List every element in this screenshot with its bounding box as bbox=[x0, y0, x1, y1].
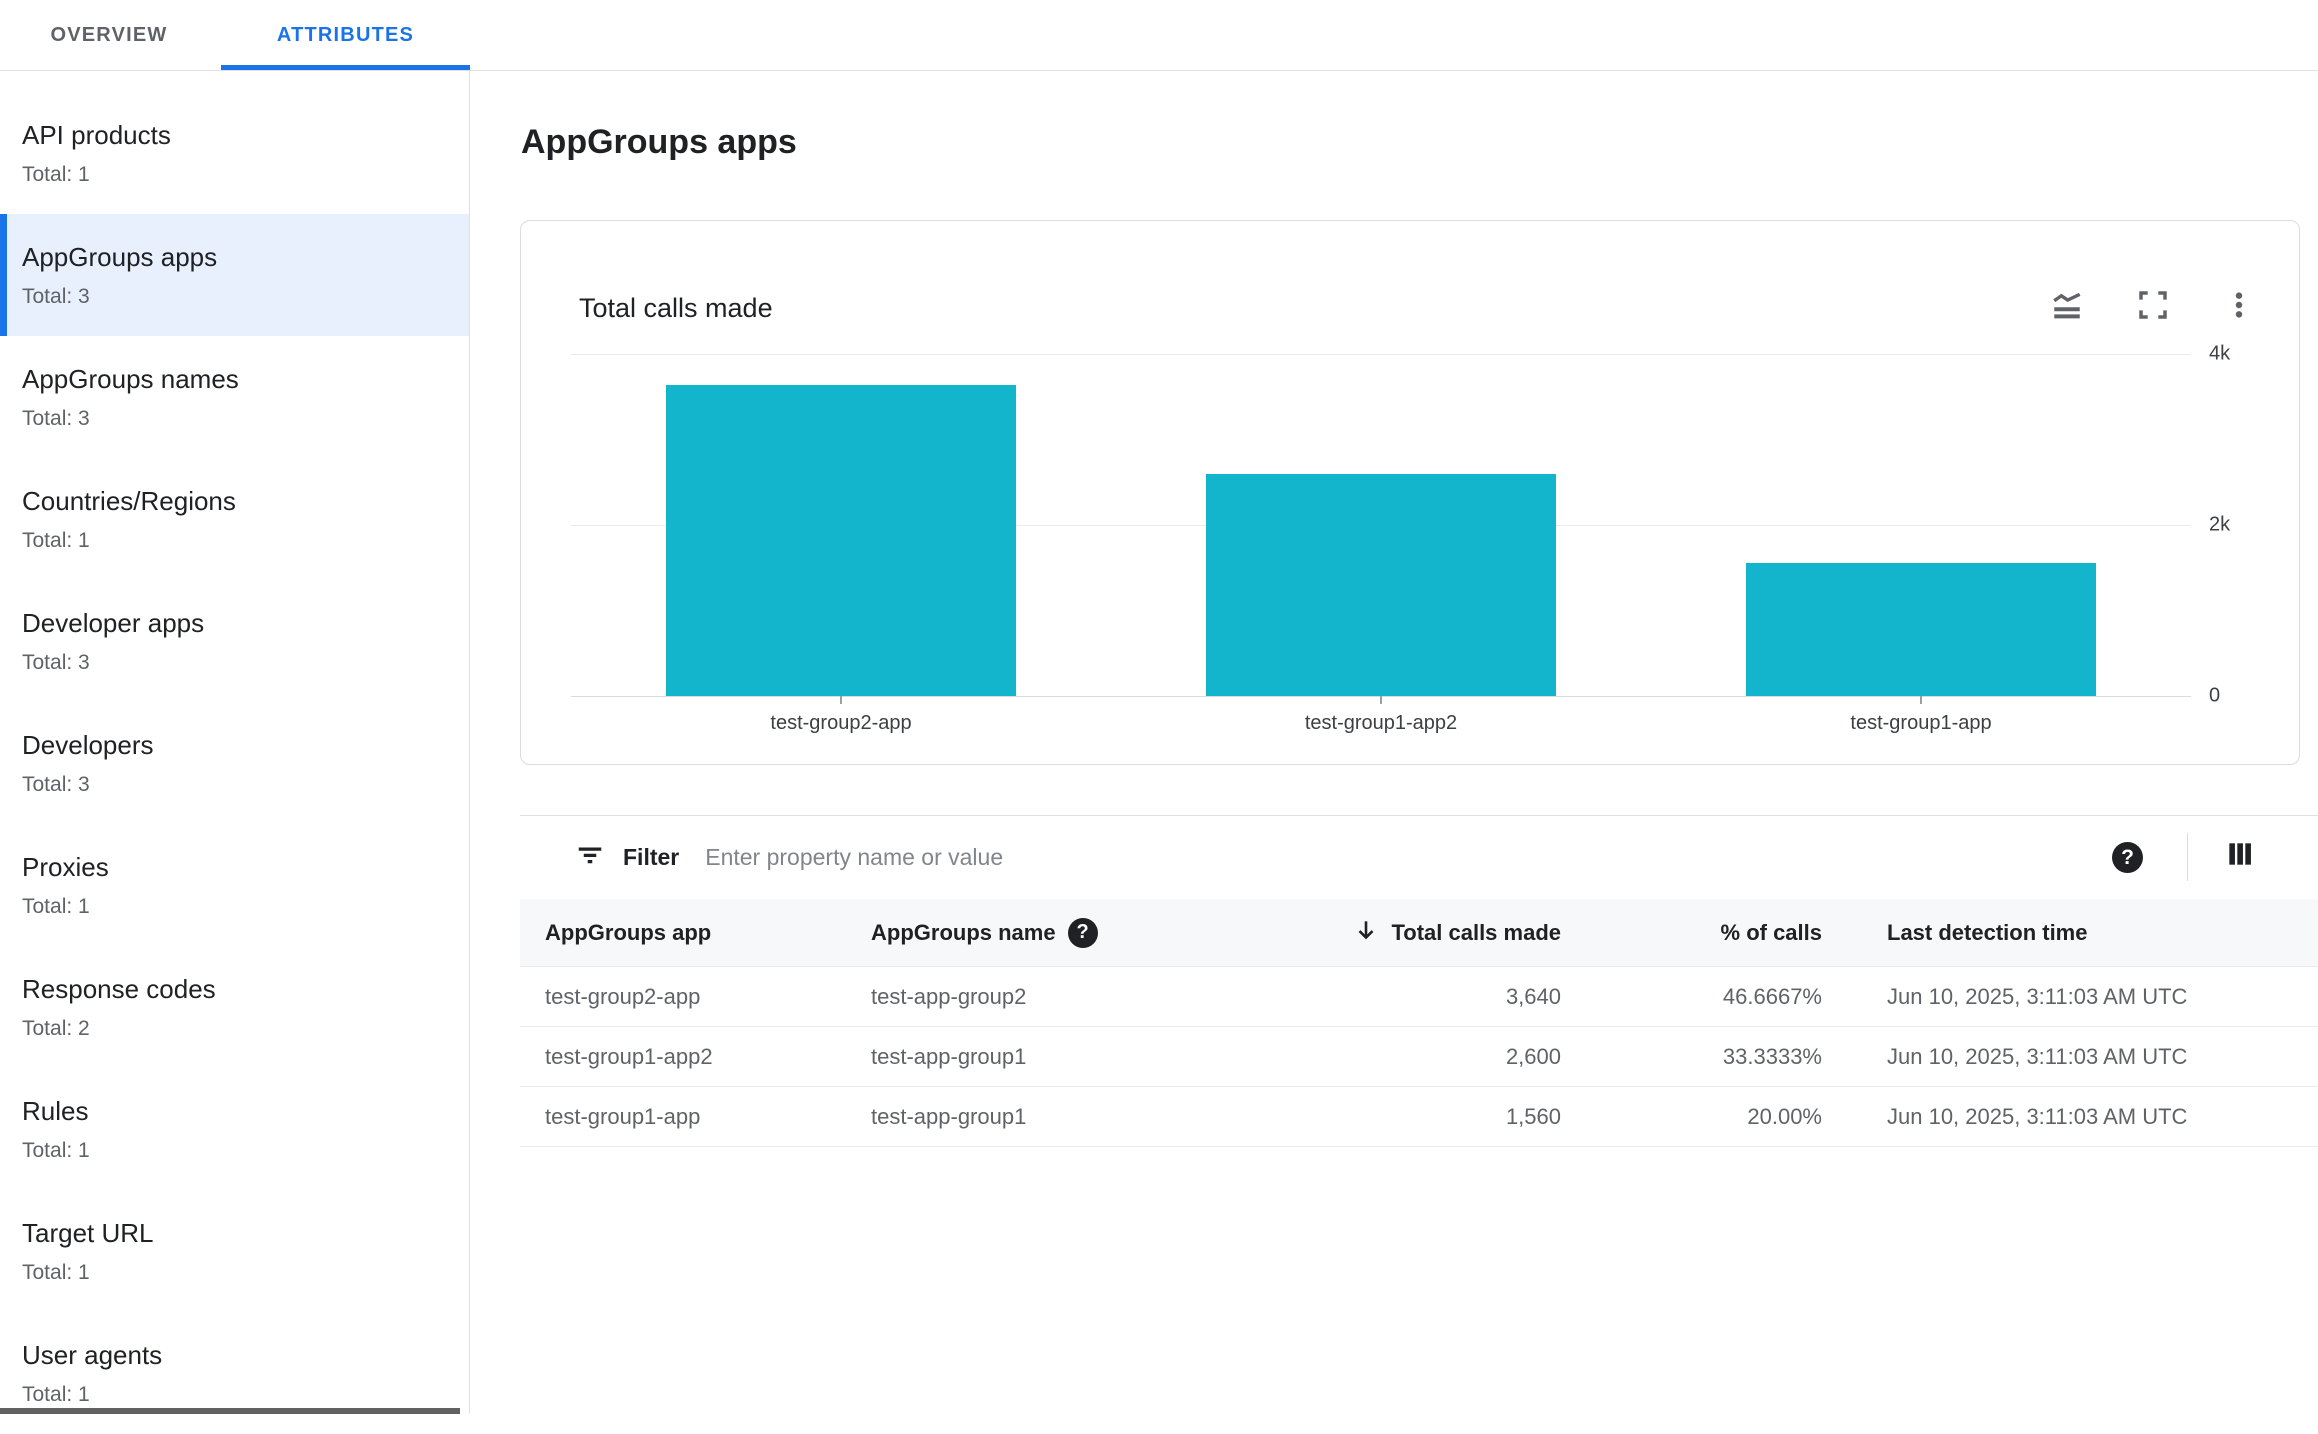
cell-last-detection: Jun 10, 2025, 3:11:03 AM UTC bbox=[1887, 1103, 2188, 1129]
divider bbox=[2187, 833, 2188, 881]
sidebar-item-total: Total: 1 bbox=[22, 1139, 90, 1162]
sidebar-item-label: AppGroups apps bbox=[22, 242, 218, 272]
cell-total-calls: 3,640 bbox=[1505, 983, 1561, 1009]
sidebar-item-developers[interactable]: Developers Total: 3 bbox=[0, 702, 469, 824]
more-vert-icon[interactable] bbox=[2221, 287, 2257, 323]
sidebar-list: API products Total: 1 AppGroups apps Tot… bbox=[0, 92, 469, 1434]
sidebar: API products Total: 1 AppGroups apps Tot… bbox=[0, 71, 470, 1414]
sidebar-item-countries-regions[interactable]: Countries/Regions Total: 1 bbox=[0, 458, 469, 580]
sidebar-item-proxies[interactable]: Proxies Total: 1 bbox=[0, 824, 469, 946]
filter-icon bbox=[575, 840, 605, 875]
sidebar-item-total: Total: 1 bbox=[22, 895, 90, 918]
table-row: test-group1-app test-app-group1 1,560 20… bbox=[520, 1087, 2318, 1147]
cell-pct-calls: 33.3333% bbox=[1722, 1043, 1822, 1069]
sidebar-item-target-url[interactable]: Target URL Total: 1 bbox=[0, 1190, 469, 1312]
sidebar-item-label: Proxies bbox=[22, 852, 109, 882]
cell-total-calls: 2,600 bbox=[1505, 1043, 1561, 1069]
cell-pct-calls: 20.00% bbox=[1747, 1103, 1822, 1129]
sidebar-item-total: Total: 3 bbox=[22, 773, 90, 796]
tab-overview[interactable]: OVERVIEW bbox=[50, 23, 168, 46]
columns-icon[interactable] bbox=[2224, 838, 2256, 875]
sidebar-item-total: Total: 3 bbox=[22, 651, 90, 674]
chart-card-actions bbox=[2049, 287, 2257, 323]
chart-type-icon[interactable] bbox=[2049, 287, 2085, 323]
column-header-appgroups-app[interactable]: AppGroups app bbox=[545, 919, 712, 945]
sidebar-item-developer-apps[interactable]: Developer apps Total: 3 bbox=[0, 580, 469, 702]
sidebar-item-label: Target URL bbox=[22, 1218, 154, 1248]
filter-label: Filter bbox=[623, 844, 680, 870]
sort-descending-icon bbox=[1353, 917, 1379, 949]
cell-appgroups-app: test-group2-app bbox=[545, 983, 701, 1009]
cell-appgroups-app: test-group1-app2 bbox=[545, 1043, 713, 1069]
horizontal-scrollbar[interactable] bbox=[0, 1408, 460, 1414]
bar-test-group2-app[interactable] bbox=[666, 384, 1016, 696]
x-axis-tick bbox=[1380, 696, 1382, 704]
sidebar-item-total: Total: 1 bbox=[22, 1383, 90, 1406]
sidebar-item-label: AppGroups names bbox=[22, 364, 239, 394]
fullscreen-icon[interactable] bbox=[2135, 287, 2171, 323]
sidebar-item-label: Countries/Regions bbox=[22, 486, 236, 516]
sidebar-item-total: Total: 3 bbox=[22, 407, 90, 430]
bar-test-group1-app[interactable] bbox=[1746, 562, 2096, 696]
sidebar-item-response-codes[interactable]: Response codes Total: 2 bbox=[0, 946, 469, 1068]
x-axis-tick bbox=[1920, 696, 1922, 704]
cell-appgroups-app: test-group1-app bbox=[545, 1103, 701, 1129]
table-row: test-group2-app test-app-group2 3,640 46… bbox=[520, 967, 2318, 1027]
gridline bbox=[571, 354, 2191, 355]
sidebar-item-total: Total: 1 bbox=[22, 529, 90, 552]
sidebar-item-total: Total: 1 bbox=[22, 163, 90, 186]
sidebar-item-rules[interactable]: Rules Total: 1 bbox=[0, 1068, 469, 1190]
sidebar-item-label: User agents bbox=[22, 1340, 163, 1370]
sidebar-item-appgroups-apps[interactable]: AppGroups apps Total: 3 bbox=[0, 214, 469, 336]
y-axis-tick-label: 0 bbox=[2209, 684, 2221, 707]
sidebar-item-label: API products bbox=[22, 120, 171, 150]
cell-total-calls: 1,560 bbox=[1505, 1103, 1561, 1129]
sidebar-item-label: Developers bbox=[22, 730, 154, 760]
column-header-total-calls[interactable]: Total calls made bbox=[1321, 917, 1561, 949]
help-icon[interactable] bbox=[2112, 842, 2143, 873]
page-title: AppGroups apps bbox=[521, 123, 797, 161]
filter-table-section: Filter AppGroups app AppGroups name bbox=[520, 815, 2318, 1147]
filter-bar: Filter bbox=[520, 816, 2318, 899]
table-body: test-group2-app test-app-group2 3,640 46… bbox=[520, 967, 2318, 1147]
cell-pct-calls: 46.6667% bbox=[1722, 983, 1822, 1009]
y-axis-tick-label: 2k bbox=[2209, 513, 2231, 536]
x-axis-label: test-group1-app2 bbox=[1304, 712, 1458, 734]
sidebar-item-label: Developer apps bbox=[22, 608, 205, 638]
sidebar-item-user-agents[interactable]: User agents Total: 1 bbox=[0, 1312, 469, 1434]
sidebar-item-appgroups-names[interactable]: AppGroups names Total: 3 bbox=[0, 336, 469, 458]
y-axis-tick-label: 4k bbox=[2209, 342, 2231, 365]
x-axis-label: test-group2-app bbox=[770, 712, 912, 734]
bar-chart-plot: 4k 2k 0 test-group2-app test-group1-app2 test… bbox=[571, 343, 2230, 734]
bar-test-group1-app2[interactable] bbox=[1206, 473, 1556, 696]
sidebar-item-label: Response codes bbox=[22, 974, 216, 1004]
column-header-last-detection[interactable]: Last detection time bbox=[1887, 919, 2088, 945]
sidebar-item-total: Total: 3 bbox=[22, 285, 90, 308]
column-header-appgroups-name[interactable]: AppGroups name bbox=[871, 917, 1321, 948]
cell-last-detection: Jun 10, 2025, 3:11:03 AM UTC bbox=[1887, 983, 2188, 1009]
tab-attributes[interactable]: ATTRIBUTES bbox=[221, 0, 470, 70]
help-icon[interactable] bbox=[1067, 917, 1098, 948]
cell-appgroups-name: test-app-group1 bbox=[871, 1043, 1027, 1069]
table-header: AppGroups app AppGroups name Total calls… bbox=[520, 899, 2318, 967]
sidebar-item-total: Total: 2 bbox=[22, 1017, 90, 1040]
sidebar-item-api-products[interactable]: API products Total: 1 bbox=[0, 92, 469, 214]
x-axis-label: test-group1-app bbox=[1850, 712, 1992, 734]
filter-input[interactable] bbox=[703, 843, 1608, 872]
sidebar-item-label: Rules bbox=[22, 1096, 89, 1126]
table-row: test-group1-app2 test-app-group1 2,600 3… bbox=[520, 1027, 2318, 1087]
column-header-pct-calls[interactable]: % of calls bbox=[1720, 919, 1822, 945]
x-axis-tick bbox=[840, 696, 842, 704]
tab-bar: OVERVIEW ATTRIBUTES bbox=[0, 0, 2318, 71]
cell-appgroups-name: test-app-group2 bbox=[871, 983, 1027, 1009]
chart-card: Total calls made 4k 2k 0 te bbox=[520, 220, 2300, 765]
chart-title: Total calls made bbox=[579, 293, 773, 323]
sidebar-item-total: Total: 1 bbox=[22, 1261, 90, 1284]
cell-appgroups-name: test-app-group1 bbox=[871, 1103, 1027, 1129]
cell-last-detection: Jun 10, 2025, 3:11:03 AM UTC bbox=[1887, 1043, 2188, 1069]
